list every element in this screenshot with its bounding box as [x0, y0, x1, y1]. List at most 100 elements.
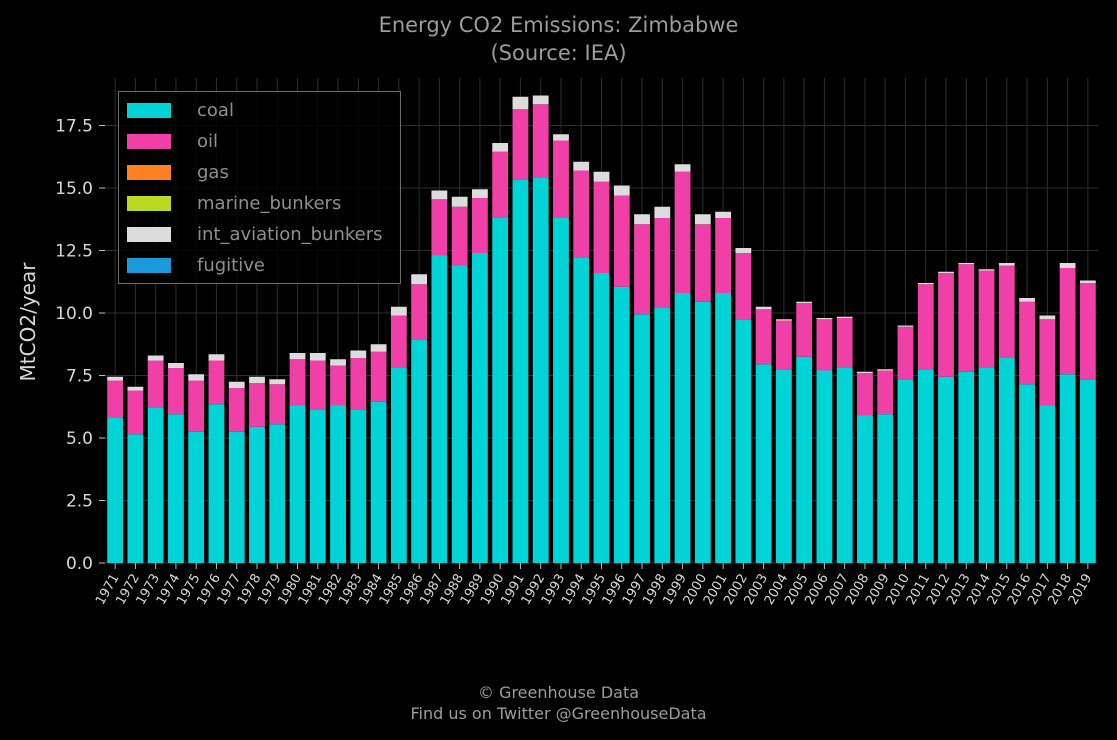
bar-int_aviation_bunkers-2000 — [694, 214, 711, 225]
bar-oil-2017 — [1039, 319, 1056, 406]
bar-int_aviation_bunkers-1987 — [431, 190, 448, 200]
legend-label: gas — [197, 161, 229, 183]
bar-oil-1984 — [370, 351, 387, 402]
legend-item-oil: oil — [127, 130, 218, 152]
legend-item-fugitive: fugitive — [127, 254, 265, 276]
bar-int_aviation_bunkers-1999 — [674, 164, 691, 172]
bar-coal-1998 — [654, 308, 671, 563]
bar-int_aviation_bunkers-2005 — [796, 301, 813, 303]
bar-oil-1990 — [492, 151, 509, 218]
bars — [107, 95, 1096, 563]
bar-oil-2015 — [998, 265, 1015, 358]
bar-int_aviation_bunkers-2017 — [1039, 315, 1056, 320]
bar-coal-2003 — [755, 364, 772, 563]
bar-int_aviation_bunkers-1972 — [127, 386, 144, 391]
bar-coal-2009 — [877, 414, 894, 563]
bar-int_aviation_bunkers-1983 — [350, 350, 367, 358]
bar-coal-1994 — [573, 258, 590, 563]
bar-oil-2007 — [836, 318, 853, 368]
y-tick-label: 10.0 — [55, 304, 93, 324]
bar-int_aviation_bunkers-1997 — [634, 214, 650, 225]
bar-oil-2006 — [816, 319, 833, 371]
bar-oil-2008 — [857, 373, 873, 416]
bar-oil-2009 — [877, 370, 894, 415]
bar-oil-1977 — [228, 388, 245, 432]
bar-coal-1985 — [390, 368, 407, 563]
bar-coal-1972 — [127, 434, 144, 563]
bar-coal-2008 — [857, 415, 873, 563]
bar-oil-2010 — [897, 326, 914, 380]
y-tick-label: 17.5 — [55, 117, 93, 137]
bar-coal-1991 — [512, 179, 529, 563]
legend-label: coal — [197, 99, 234, 121]
bar-int_aviation_bunkers-1995 — [593, 171, 610, 182]
bar-oil-2002 — [735, 253, 752, 320]
bar-int_aviation_bunkers-1996 — [613, 185, 630, 196]
bar-coal-1974 — [168, 414, 184, 563]
y-tick-label: 0.0 — [66, 554, 93, 574]
bar-coal-2011 — [917, 369, 934, 563]
bar-coal-1992 — [532, 178, 549, 563]
legend-label: oil — [197, 130, 219, 152]
bar-oil-2016 — [1019, 301, 1035, 385]
bar-int_aviation_bunkers-2013 — [958, 263, 975, 265]
bar-int_aviation_bunkers-1994 — [573, 161, 590, 171]
bar-int_aviation_bunkers-1992 — [532, 95, 549, 105]
bar-oil-1994 — [573, 170, 590, 258]
bar-int_aviation_bunkers-2001 — [715, 211, 731, 218]
bar-coal-1996 — [613, 286, 630, 563]
y-axis-label: MtCO2/year — [16, 262, 40, 382]
bar-oil-2011 — [917, 284, 934, 370]
bar-coal-1984 — [370, 401, 387, 563]
bar-coal-2016 — [1019, 384, 1035, 563]
bar-coal-2007 — [836, 368, 853, 563]
y-tick-label: 15.0 — [55, 179, 93, 199]
bar-oil-1997 — [634, 224, 650, 315]
legend-swatch — [127, 226, 171, 242]
bar-coal-1973 — [147, 408, 164, 563]
bar-int_aviation_bunkers-1998 — [654, 206, 671, 218]
bar-int_aviation_bunkers-2006 — [816, 318, 833, 320]
legend-label: int_aviation_bunkers — [197, 223, 383, 245]
bar-coal-2002 — [735, 319, 752, 563]
bar-int_aviation_bunkers-1989 — [472, 189, 488, 198]
legend-label: marine_bunkers — [197, 192, 342, 214]
bar-oil-2004 — [775, 320, 792, 370]
bar-oil-1982 — [330, 365, 346, 406]
bar-oil-1976 — [208, 360, 225, 405]
legend-item-int_aviation_bunkers: int_aviation_bunkers — [127, 223, 383, 245]
bar-int_aviation_bunkers-2010 — [897, 325, 914, 327]
bar-coal-1980 — [289, 405, 306, 563]
bar-int_aviation_bunkers-1982 — [330, 359, 346, 366]
bar-coal-2010 — [897, 379, 914, 563]
bar-oil-1973 — [147, 360, 164, 408]
bar-oil-1974 — [168, 368, 184, 415]
legend-item-gas: gas — [127, 161, 229, 183]
bar-coal-2014 — [978, 368, 995, 563]
bar-int_aviation_bunkers-1974 — [168, 363, 184, 368]
bar-coal-1993 — [553, 218, 569, 563]
bar-int_aviation_bunkers-2003 — [755, 306, 772, 310]
bar-int_aviation_bunkers-1986 — [411, 274, 428, 285]
bar-oil-1991 — [512, 109, 529, 180]
bar-oil-1979 — [269, 384, 286, 425]
bar-int_aviation_bunkers-2012 — [938, 271, 954, 273]
bar-int_aviation_bunkers-2002 — [735, 248, 752, 253]
bar-coal-2019 — [1079, 379, 1096, 563]
y-tick-label: 7.5 — [66, 367, 93, 387]
bar-int_aviation_bunkers-1991 — [512, 96, 529, 110]
chart-title: Energy CO2 Emissions: Zimbabwe — [378, 13, 739, 37]
bar-coal-1978 — [249, 426, 265, 563]
footer-copyright: © Greenhouse Data — [477, 683, 640, 702]
bar-int_aviation_bunkers-2007 — [836, 316, 853, 318]
bar-oil-2005 — [796, 303, 813, 357]
bar-oil-1971 — [107, 380, 124, 418]
y-tick-label: 2.5 — [66, 492, 93, 512]
bar-int_aviation_bunkers-1985 — [390, 306, 407, 316]
bar-oil-1998 — [654, 218, 671, 308]
bar-coal-1999 — [674, 293, 691, 563]
bar-coal-2013 — [958, 371, 975, 563]
bar-int_aviation_bunkers-1977 — [228, 381, 245, 388]
y-tick-label: 5.0 — [66, 429, 93, 449]
